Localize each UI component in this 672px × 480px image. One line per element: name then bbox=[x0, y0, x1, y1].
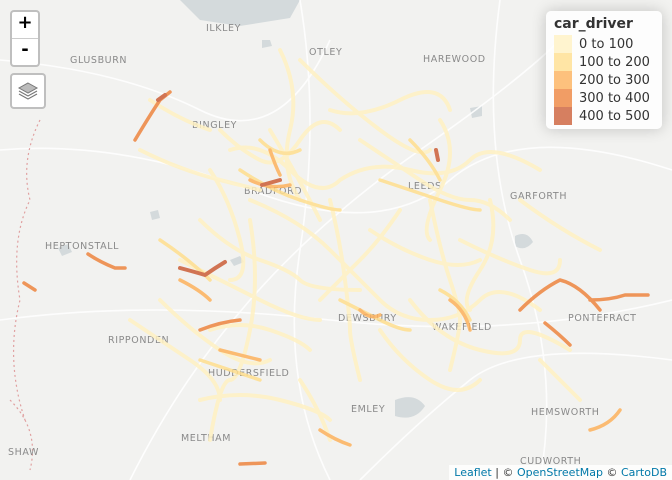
routes-300-400 bbox=[22, 90, 650, 466]
place-garforth: GARFORTH bbox=[510, 191, 567, 202]
legend-swatch bbox=[554, 89, 572, 107]
legend-label: 0 to 100 bbox=[579, 36, 634, 52]
place-harewood: HAREWOOD bbox=[423, 54, 486, 65]
place-bradford: BRADFORD bbox=[244, 186, 302, 197]
layers-button[interactable] bbox=[10, 73, 46, 109]
legend-label: 300 to 400 bbox=[579, 90, 650, 106]
legend-swatch bbox=[554, 53, 572, 71]
legend-item: 300 to 400 bbox=[554, 89, 654, 107]
routes-200-300 bbox=[178, 148, 622, 447]
legend-swatch bbox=[554, 107, 572, 125]
place-dewsbury: DEWSBURY bbox=[338, 313, 397, 324]
place-emley: EMLEY bbox=[351, 404, 385, 415]
place-cudworth: CUDWORTH bbox=[520, 456, 581, 467]
attribution-separator: © bbox=[602, 466, 621, 479]
place-heptonstall: HEPTONSTALL bbox=[45, 241, 119, 252]
legend-label: 400 to 500 bbox=[579, 108, 650, 124]
water-bodies bbox=[58, 0, 533, 418]
place-meltham: MELTHAM bbox=[181, 433, 231, 444]
place-pontefract: PONTEFRACT bbox=[568, 313, 637, 324]
leaflet-link[interactable]: Leaflet bbox=[454, 466, 492, 479]
boundary-line bbox=[12, 119, 41, 421]
legend-swatch bbox=[554, 35, 572, 53]
legend-label: 100 to 200 bbox=[579, 54, 650, 70]
osm-link[interactable]: OpenStreetMap bbox=[516, 466, 603, 479]
place-labels: ILKLEY OTLEY GLUSBURN HAREWOOD BINGLEY B… bbox=[8, 23, 637, 467]
place-bingley: BINGLEY bbox=[192, 120, 237, 131]
routes-400-500 bbox=[156, 93, 440, 277]
cartodb-link[interactable]: CartoDB bbox=[620, 466, 667, 479]
legend: car_driver 0 to 100 100 to 200 200 to 30… bbox=[546, 11, 662, 129]
place-huddersfield: HUDDERSFIELD bbox=[208, 368, 289, 379]
layers-icon bbox=[17, 82, 39, 100]
routes-100-200 bbox=[158, 138, 482, 382]
legend-title: car_driver bbox=[554, 16, 633, 32]
place-leeds: LEEDS bbox=[408, 181, 442, 192]
legend-item: 0 to 100 bbox=[554, 35, 654, 53]
legend-item: 100 to 200 bbox=[554, 53, 654, 71]
legend-label: 200 to 300 bbox=[579, 72, 650, 88]
place-hemsworth: HEMSWORTH bbox=[531, 407, 600, 418]
place-otley: OTLEY bbox=[309, 47, 342, 58]
place-shaw: SHAW bbox=[8, 447, 39, 458]
place-ilkley: ILKLEY bbox=[206, 23, 241, 34]
legend-swatch bbox=[554, 71, 572, 89]
zoom-in-button[interactable]: + bbox=[17, 12, 33, 33]
place-glusburn: GLUSBURN bbox=[70, 55, 127, 66]
place-wakefield: WAKEFIELD bbox=[432, 322, 492, 333]
legend-item: 400 to 500 bbox=[554, 107, 654, 125]
route-network[interactable] bbox=[22, 48, 650, 466]
zoom-control: + - bbox=[10, 10, 40, 67]
place-ripponden: RIPPONDEN bbox=[108, 335, 169, 346]
attribution-separator: | © bbox=[491, 466, 517, 479]
zoom-out-button[interactable]: - bbox=[12, 38, 38, 65]
attribution: Leaflet | © OpenStreetMap © CartoDB bbox=[449, 465, 672, 480]
legend-item: 200 to 300 bbox=[554, 71, 654, 89]
